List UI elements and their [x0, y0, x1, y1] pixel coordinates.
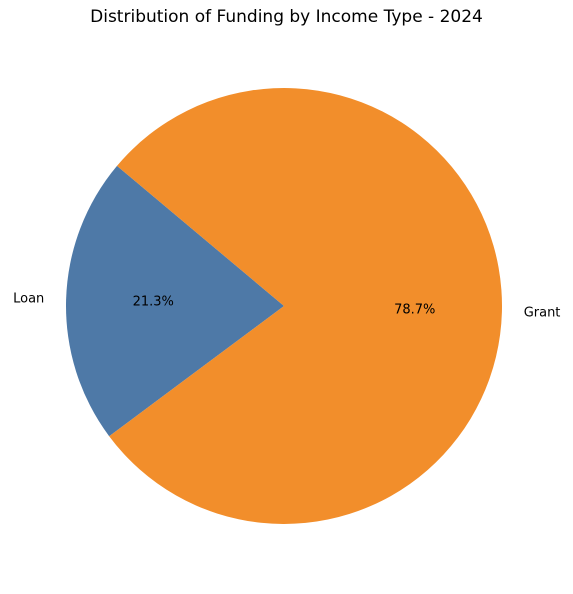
pct-label-loan: 21.3% [133, 295, 174, 310]
labels-layer: 21.3% Loan 78.7% Grant [13, 292, 560, 321]
chart-title: Distribution of Funding by Income Type -… [90, 7, 483, 27]
pct-label-grant: 78.7% [394, 302, 435, 317]
slice-label-loan: Loan [13, 292, 44, 307]
slices-layer [65, 87, 502, 524]
slice-label-grant: Grant [524, 305, 561, 320]
pie-slice-grant [109, 87, 502, 524]
pie-slice-loan [65, 165, 285, 437]
